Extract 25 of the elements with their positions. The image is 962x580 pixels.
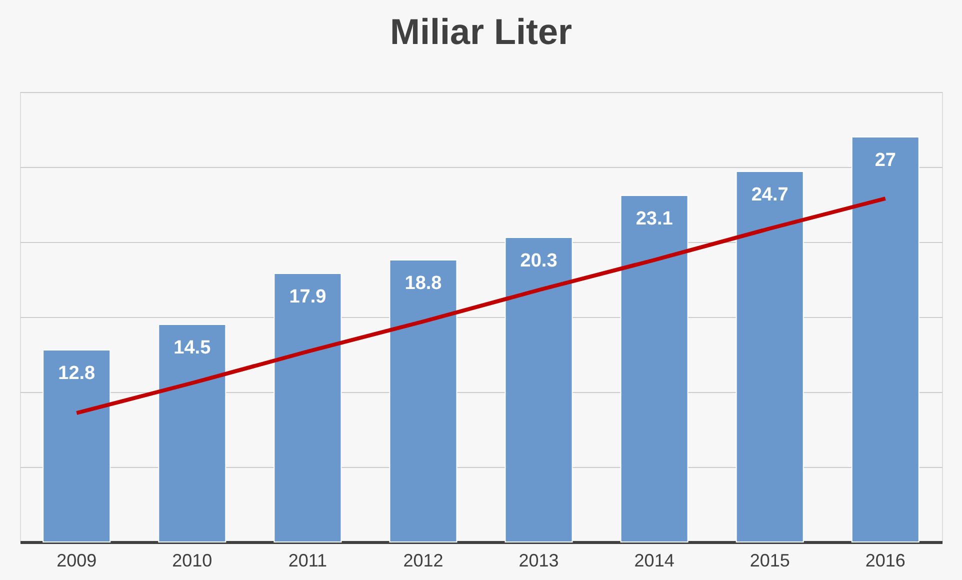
bar bbox=[158, 324, 226, 542]
data-label: 20.3 bbox=[520, 250, 558, 272]
data-label: 24.7 bbox=[751, 184, 788, 206]
x-tick-label: 2013 bbox=[518, 550, 559, 570]
chart-title: Miliar Liter bbox=[390, 11, 572, 52]
bar bbox=[42, 350, 111, 542]
x-tick-label: 2016 bbox=[865, 550, 906, 570]
bar bbox=[736, 171, 804, 542]
data-label: 12.8 bbox=[58, 363, 96, 384]
data-label: 14.5 bbox=[174, 338, 212, 358]
x-tick-label: 2014 bbox=[634, 550, 674, 570]
bar bbox=[851, 136, 920, 542]
bar bbox=[389, 260, 458, 542]
data-label: 17.9 bbox=[289, 286, 326, 308]
bar bbox=[504, 237, 573, 542]
x-tick-label: 2009 bbox=[56, 550, 97, 570]
bar bbox=[274, 273, 342, 542]
x-tick-label: 2011 bbox=[288, 550, 328, 570]
x-tick-label: 2012 bbox=[403, 550, 444, 570]
x-tick-label: 2015 bbox=[750, 550, 790, 570]
data-label: 18.8 bbox=[404, 273, 442, 294]
bar bbox=[620, 195, 688, 542]
data-label: 23.1 bbox=[636, 208, 674, 230]
data-label: 27 bbox=[874, 150, 896, 171]
x-tick-label: 2010 bbox=[172, 550, 212, 570]
